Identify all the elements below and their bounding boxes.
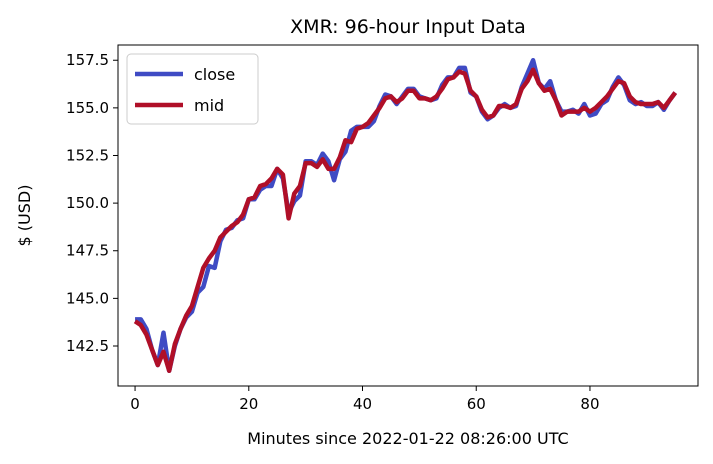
y-tick-label: 155.0	[66, 99, 109, 117]
axes: 0 20 40 60 80 142.5 145.0 147.5 150.0 152.5 155.0 1…	[66, 44, 699, 413]
plot-area	[133, 57, 678, 374]
y-tick-label: 152.5	[66, 146, 109, 164]
x-tick-label: 0	[130, 395, 140, 413]
legend: close mid	[126, 53, 259, 125]
x-tick-label: 80	[580, 395, 599, 413]
x-axis-title: Minutes since 2022-01-22 08:26:00 UTC	[247, 429, 568, 448]
y-tick-label: 142.5	[66, 337, 109, 355]
y-tick-label: 147.5	[66, 242, 109, 260]
x-tick-label: 60	[467, 395, 486, 413]
axes-frame	[117, 44, 699, 387]
y-tick-label: 157.5	[66, 51, 109, 69]
y-tick-label: 150.0	[66, 194, 109, 212]
chart-title: XMR: 96-hour Input Data	[290, 16, 526, 38]
x-tick-label: 20	[239, 395, 258, 413]
legend-label-close: close	[194, 65, 235, 84]
y-tick-label: 145.0	[66, 289, 109, 307]
x-tick-label: 40	[353, 395, 372, 413]
legend-label-mid: mid	[194, 96, 224, 115]
series-line-mid	[133, 67, 678, 374]
y-axis-title: $ (USD)	[15, 185, 34, 247]
legend-box	[126, 53, 259, 125]
